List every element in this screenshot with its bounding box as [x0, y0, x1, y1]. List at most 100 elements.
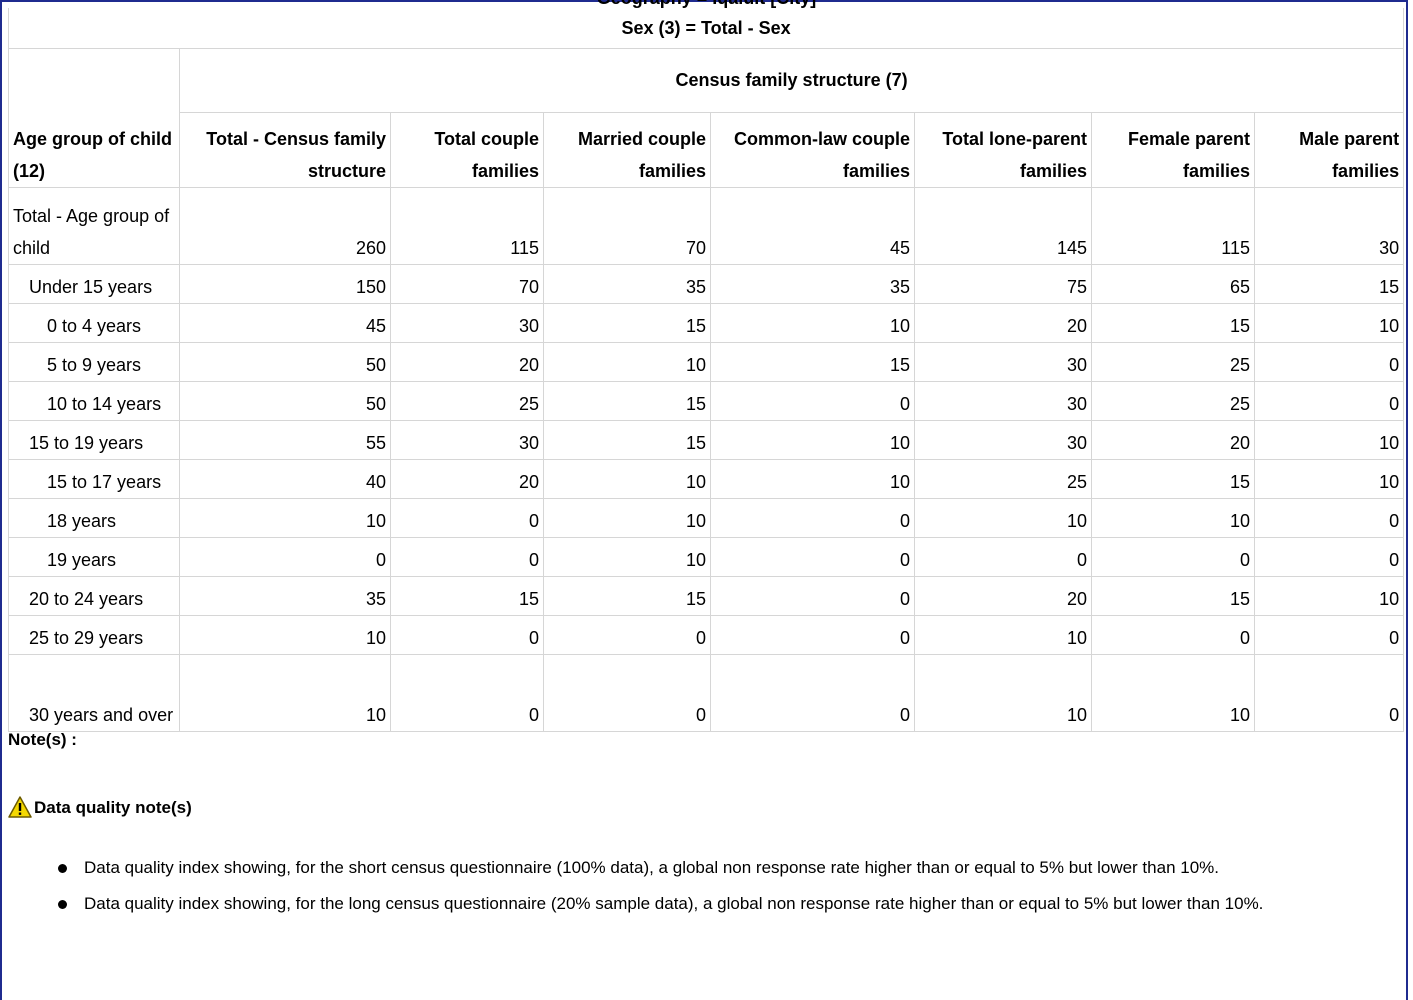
data-quality-note: Data quality index showing, for the shor…: [84, 858, 1219, 877]
geography-header: Geography = Iqaluit [City]: [0, 0, 1413, 9]
table-cell: 10: [543, 497, 711, 538]
table-cell: 0: [1091, 536, 1255, 577]
table-cell: 35: [710, 263, 915, 304]
table-cell: 15: [1091, 575, 1255, 616]
row-label: 15 to 19 years: [8, 419, 180, 460]
table-cell: 30: [390, 419, 544, 460]
table-cell: 10: [543, 458, 711, 499]
table-cell: 20: [390, 341, 544, 382]
table-cell: 15: [710, 341, 915, 382]
data-quality-heading: Data quality note(s): [8, 796, 192, 818]
table-cell: 0: [543, 614, 711, 655]
table-cell: 10: [1253, 575, 1405, 616]
table-cell: 0: [1253, 341, 1405, 382]
table-cell: 65: [1091, 263, 1255, 304]
table-cell: 15: [543, 575, 711, 616]
column-header: Common-law couple families: [710, 111, 915, 188]
table-cell: 70: [543, 186, 711, 265]
column-header: Male parent families: [1253, 111, 1405, 188]
table-cell: 10: [1091, 653, 1255, 732]
table-cell: 70: [390, 263, 544, 304]
table-cell: 35: [543, 263, 711, 304]
table-row: 0 to 4 years 45 30 15 10 20 15 10: [8, 302, 1405, 343]
table-cell: 15: [543, 302, 711, 343]
table-cell: 55: [179, 419, 391, 460]
table-cell: 25: [390, 380, 544, 421]
table-row: Under 15 years 150 70 35 35 75 65 15: [8, 263, 1405, 304]
table-cell: 0: [1253, 497, 1405, 538]
table-row: 20 to 24 years 35 15 15 0 20 15 10: [8, 575, 1405, 616]
table-row: 15 to 19 years 55 30 15 10 30 20 10: [8, 419, 1405, 460]
table-cell: 20: [390, 458, 544, 499]
table-cell: 0: [543, 653, 711, 732]
table-row: Total - Age group of child 260 115 70 45 145 1…: [8, 186, 1405, 265]
table-cell: 10: [179, 614, 391, 655]
table-cell: 30: [914, 380, 1092, 421]
table-row: 19 years 0 0 10 0 0 0 0: [8, 536, 1405, 577]
table-cell: 10: [710, 458, 915, 499]
table-cell: 20: [914, 575, 1092, 616]
table-cell: 0: [710, 380, 915, 421]
notes-label: Note(s) :: [8, 730, 77, 749]
table-cell: 10: [179, 653, 391, 732]
table-cell: 30: [914, 341, 1092, 382]
row-label: 15 to 17 years: [8, 458, 180, 499]
table-cell: 145: [914, 186, 1092, 265]
table-cell: 115: [1091, 186, 1255, 265]
table-cell: 45: [179, 302, 391, 343]
table-cell: 30: [914, 419, 1092, 460]
row-label: 30 years and over: [8, 653, 180, 732]
table-cell: 10: [1253, 458, 1405, 499]
stub-header-spacer: [8, 47, 180, 112]
table-cell: 15: [390, 575, 544, 616]
table-cell: 25: [1091, 380, 1255, 421]
table-cell: 15: [1091, 302, 1255, 343]
row-label: 10 to 14 years: [8, 380, 180, 421]
notes-section: Note(s) : Data quality note(s) Data qual…: [8, 730, 1398, 913]
table-row: 18 years 10 0 10 0 10 10 0: [8, 497, 1405, 538]
row-label: Total - Age group of child: [8, 186, 180, 265]
table-cell: 10: [179, 497, 391, 538]
table-cell: 10: [914, 614, 1092, 655]
table-cell: 0: [1253, 614, 1405, 655]
table-body: Total - Age group of child 260 115 70 45 145 1…: [8, 186, 1405, 732]
table-cell: 40: [179, 458, 391, 499]
table-cell: 0: [390, 497, 544, 538]
table-cell: 0: [390, 653, 544, 732]
table-cell: 0: [710, 575, 915, 616]
table-cell: 20: [914, 302, 1092, 343]
census-family-structure-header: Census family structure (7): [178, 47, 1405, 113]
list-item: Data quality index showing, for the shor…: [8, 854, 1378, 882]
bullet-icon: [58, 900, 67, 909]
sex-filter-header: Sex (3) = Total - Sex: [7, 8, 1405, 49]
table-cell: 25: [914, 458, 1092, 499]
table-row: 5 to 9 years 50 20 10 15 30 25 0: [8, 341, 1405, 382]
table-cell: 0: [1253, 536, 1405, 577]
row-label: Under 15 years: [8, 263, 180, 304]
column-header: Total lone-parent families: [914, 111, 1092, 188]
table-cell: 0: [914, 536, 1092, 577]
row-label: 18 years: [8, 497, 180, 538]
table-cell: 0: [710, 653, 915, 732]
column-header: Total - Census family structure: [179, 111, 391, 188]
data-quality-list: Data quality index showing, for the shor…: [8, 854, 1378, 926]
column-header: Total couple families: [390, 111, 544, 188]
data-quality-note: Data quality index showing, for the long…: [84, 894, 1264, 913]
table-cell: 30: [1253, 186, 1405, 265]
table-row: 15 to 17 years 40 20 10 10 25 15 10: [8, 458, 1405, 499]
table-cell: 0: [710, 536, 915, 577]
table-cell: 0: [1253, 653, 1405, 732]
table-cell: 30: [390, 302, 544, 343]
table-cell: 10: [543, 341, 711, 382]
table-cell: 50: [179, 341, 391, 382]
data-quality-heading-text: Data quality note(s): [34, 798, 192, 817]
table-cell: 10: [914, 497, 1092, 538]
table-cell: 0: [390, 614, 544, 655]
table-cell: 25: [1091, 341, 1255, 382]
table-row: 10 to 14 years 50 25 15 0 30 25 0: [8, 380, 1405, 421]
table-cell: 0: [1091, 614, 1255, 655]
table-cell: 10: [543, 536, 711, 577]
row-label: 0 to 4 years: [8, 302, 180, 343]
table-row: 30 years and over 10 0 0 0 10 10 0: [8, 653, 1405, 732]
